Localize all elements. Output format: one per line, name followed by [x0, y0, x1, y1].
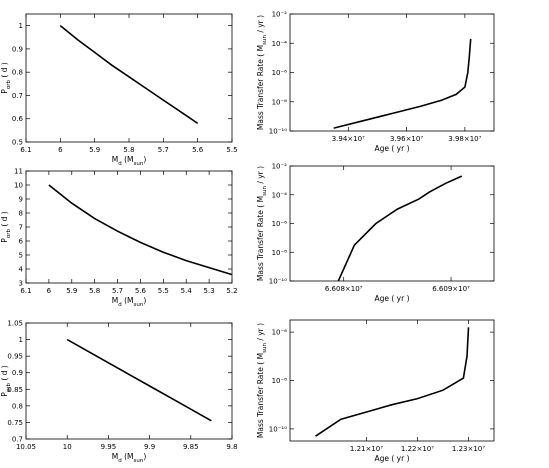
x-tick-label-2-6: 5.5 [158, 287, 169, 295]
y-axis-label-5: Mass Transfer Rate ( Msun / yr ) [256, 323, 268, 438]
y-tick-label-2-0: 3 [19, 280, 23, 288]
y-tick-label-0-3: 0.8 [12, 69, 23, 77]
y-tick-label-3-3: 10⁻⁴ [272, 191, 288, 199]
x-tick-label-4-5: 9.8 [226, 443, 237, 451]
series-line-4 [66, 338, 212, 422]
x-tick-label-2-3: 5.8 [89, 287, 100, 295]
x-tick-label-3-1: 6.609×10⁷ [432, 285, 470, 293]
y-tick-label-2-5: 8 [19, 210, 23, 218]
y-tick-label-4-7: 1.05 [7, 320, 23, 328]
plot-frame-5 [289, 319, 495, 442]
y-axis-label-0: Porb ( d ) [0, 62, 12, 93]
plot-frame-4 [25, 322, 233, 440]
y-tick-label-0-5: 1 [19, 22, 23, 30]
x-tick-label-0-3: 5.8 [123, 146, 134, 154]
x-tick-label-0-4: 5.7 [158, 146, 169, 154]
x-tick-label-4-2: 9.95 [101, 443, 117, 451]
x-tick-label-2-0: 6.1 [20, 287, 31, 295]
plot-frame-2 [25, 170, 233, 284]
x-axis-label-0: Md (Msun) [112, 155, 147, 167]
series-line-2 [48, 184, 233, 276]
x-tick-label-1-1: 3.96×10⁷ [390, 135, 423, 143]
y-tick-label-5-2: 10⁻⁶ [272, 329, 288, 337]
y-axis-label-2: Porb ( d ) [0, 211, 12, 242]
y-axis-label-3: Mass Transfer Rate ( Msun / yr ) [256, 166, 268, 281]
x-tick-label-4-0: 10.05 [16, 443, 36, 451]
y-tick-label-3-4: 10⁻² [272, 163, 288, 171]
series-line-5 [315, 327, 470, 437]
y-tick-label-4-3: 0.85 [7, 386, 23, 394]
x-axis-label-2: Md (Msun) [112, 296, 147, 308]
x-tick-label-5-0: 1.21×10⁷ [350, 445, 383, 453]
y-tick-label-4-1: 0.75 [7, 419, 23, 427]
y-tick-label-2-3: 6 [19, 238, 24, 246]
y-tick-label-2-8: 11 [14, 168, 23, 176]
x-tick-label-3-0: 6.608×10⁷ [325, 285, 363, 293]
series-line-3 [337, 175, 463, 282]
y-tick-label-2-6: 9 [19, 196, 23, 204]
x-tick-label-2-8: 5.3 [204, 287, 215, 295]
y-tick-label-1-3: 10⁻⁴ [272, 40, 288, 48]
y-tick-label-4-6: 1 [19, 336, 23, 344]
x-tick-label-4-4: 9.85 [183, 443, 199, 451]
y-tick-label-0-0: 0.5 [12, 139, 23, 147]
y-tick-label-1-4: 10⁻² [272, 11, 288, 19]
y-tick-label-4-0: 0.7 [12, 436, 23, 444]
x-tick-label-1-2: 3.98×10⁷ [448, 135, 481, 143]
y-tick-label-4-4: 0.9 [12, 369, 23, 377]
x-tick-label-2-5: 5.6 [135, 287, 147, 295]
y-tick-label-1-2: 10⁻⁶ [272, 69, 288, 77]
x-axis-label-1: Age ( yr ) [374, 144, 409, 153]
y-tick-label-3-1: 10⁻⁸ [272, 249, 288, 257]
series-line-0 [59, 24, 199, 125]
y-tick-label-2-1: 4 [19, 266, 24, 274]
plot-frame-3 [289, 165, 495, 282]
x-tick-label-4-3: 9.9 [144, 443, 155, 451]
y-tick-label-0-2: 0.7 [12, 92, 23, 100]
y-tick-label-5-0: 10⁻¹⁰ [269, 425, 287, 433]
y-axis-label-1: Mass Transfer Rate ( Msun / yr ) [256, 15, 268, 130]
x-tick-label-0-0: 6.1 [20, 146, 31, 154]
y-tick-label-3-0: 10⁻¹⁰ [269, 278, 287, 286]
y-axis-label-4: Porb ( d ) [0, 365, 12, 396]
x-axis-label-4: Md (Msun) [112, 452, 147, 464]
y-tick-label-0-1: 0.6 [12, 115, 24, 123]
y-tick-label-5-1: 10⁻⁸ [272, 377, 288, 385]
y-tick-label-2-4: 7 [19, 224, 23, 232]
y-tick-label-3-2: 10⁻⁶ [272, 220, 288, 228]
x-tick-label-0-1: 6 [58, 146, 63, 154]
series-line-1 [333, 38, 472, 129]
plot-frame-0 [25, 13, 233, 143]
x-tick-label-5-1: 1.22×10⁷ [401, 445, 434, 453]
x-tick-label-2-7: 5.4 [181, 287, 193, 295]
x-tick-label-2-9: 5.2 [226, 287, 237, 295]
x-tick-label-4-1: 10 [63, 443, 72, 451]
x-tick-label-2-4: 5.7 [112, 287, 123, 295]
y-tick-label-2-2: 5 [19, 252, 23, 260]
x-tick-label-0-5: 5.6 [192, 146, 204, 154]
x-tick-label-0-2: 5.9 [89, 146, 100, 154]
x-tick-label-2-2: 5.9 [66, 287, 77, 295]
x-axis-label-5: Age ( yr ) [374, 454, 409, 463]
y-tick-label-2-7: 10 [14, 182, 23, 190]
x-tick-label-2-1: 6 [47, 287, 52, 295]
x-tick-label-1-0: 3.94×10⁷ [332, 135, 365, 143]
y-tick-label-4-2: 0.8 [12, 402, 23, 410]
x-tick-label-0-6: 5.5 [226, 146, 237, 154]
y-tick-label-1-0: 10⁻¹⁰ [269, 128, 287, 136]
y-tick-label-0-4: 0.9 [12, 45, 23, 53]
x-axis-label-3: Age ( yr ) [374, 294, 409, 303]
y-tick-label-1-1: 10⁻⁸ [272, 98, 288, 106]
x-tick-label-5-2: 1.23×10⁷ [452, 445, 485, 453]
y-tick-label-4-5: 0.95 [7, 353, 23, 361]
